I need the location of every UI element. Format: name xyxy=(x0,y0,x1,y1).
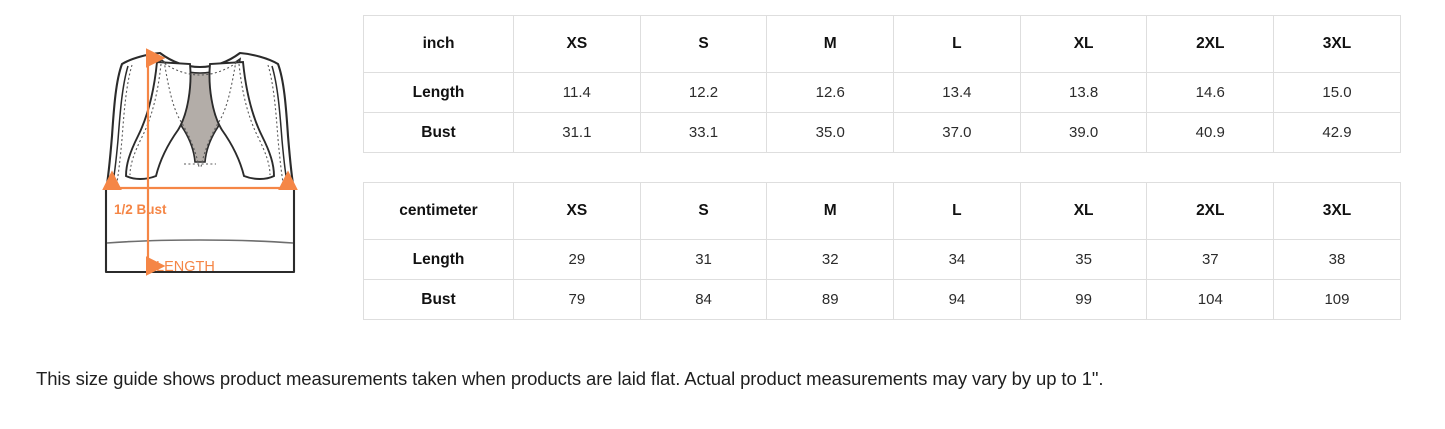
length-label: LENGTH xyxy=(156,259,215,275)
measurement-value-cell: 37 xyxy=(1146,239,1275,280)
measurement-value-cell: 13.4 xyxy=(893,72,1021,113)
measurement-value-cell: 12.2 xyxy=(639,72,768,113)
measurement-value-cell: 15.0 xyxy=(1273,72,1401,113)
size-header-cell-xl: XL xyxy=(1019,182,1148,240)
measurement-value-cell: 13.8 xyxy=(1019,72,1148,113)
measurement-value-cell: 38 xyxy=(1273,239,1401,280)
measurement-value-cell: 99 xyxy=(1019,279,1148,320)
measurement-value-cell: 34 xyxy=(893,239,1021,280)
size-header-cell-xl: XL xyxy=(1019,15,1148,73)
size-header-cell-xs: XS xyxy=(513,15,641,73)
table-row: Bust 79 84 89 94 99 104 109 xyxy=(363,279,1401,320)
measurement-value-cell: 109 xyxy=(1273,279,1401,320)
size-guide-disclaimer: This size guide shows product measuremen… xyxy=(36,368,1104,389)
measurement-label-cell: Length xyxy=(363,239,514,280)
size-header-cell-2xl: 2XL xyxy=(1146,182,1275,240)
measurement-value-cell: 35.0 xyxy=(766,112,895,153)
measurement-value-cell: 29 xyxy=(513,239,641,280)
measurement-value-cell: 42.9 xyxy=(1273,112,1401,153)
measurement-value-cell: 33.1 xyxy=(639,112,768,153)
size-header-cell-3xl: 3XL xyxy=(1273,15,1401,73)
unit-label-cell: centimeter xyxy=(363,182,514,240)
measurement-value-cell: 14.6 xyxy=(1146,72,1275,113)
measurement-value-cell: 40.9 xyxy=(1146,112,1275,153)
size-header-cell-m: M xyxy=(766,15,895,73)
size-table-inch-body: inch XS S M L XL 2XL 3XL Length 11.4 12.2 12.6 13.4 1… xyxy=(363,15,1401,153)
measurement-value-cell: 32 xyxy=(766,239,895,280)
measurement-value-cell: 11.4 xyxy=(513,72,641,113)
size-header-cell-s: S xyxy=(639,15,768,73)
measurement-value-cell: 31 xyxy=(639,239,768,280)
measurement-value-cell: 79 xyxy=(513,279,641,320)
size-header-cell-xs: XS xyxy=(513,182,641,240)
size-header-cell-s: S xyxy=(639,182,768,240)
size-header-cell-l: L xyxy=(893,182,1021,240)
size-header-cell-l: L xyxy=(893,15,1021,73)
stitch-detail xyxy=(115,60,285,189)
measurement-value-cell: 37.0 xyxy=(893,112,1021,153)
measurement-label-cell: Bust xyxy=(363,279,514,320)
size-table-inch: inch XS S M L XL 2XL 3XL Length 11.4 12.2 12.6 13.4 1… xyxy=(363,15,1401,153)
table-row: Length 29 31 32 34 35 37 38 xyxy=(363,239,1401,280)
table-row: Length 11.4 12.2 12.6 13.4 13.8 14.6 15.0 xyxy=(363,72,1401,113)
measurement-arrows xyxy=(102,48,298,276)
unit-label-cell: inch xyxy=(363,15,514,73)
size-table-centimeter: centimeter XS S M L XL 2XL 3XL Length 29 31 32 34 35 3… xyxy=(363,182,1401,320)
measurement-value-cell: 12.6 xyxy=(766,72,895,113)
measurement-value-cell: 94 xyxy=(893,279,1021,320)
measurement-value-cell: 104 xyxy=(1146,279,1275,320)
size-table-centimeter-body: centimeter XS S M L XL 2XL 3XL Length 29 31 32 34 35 3… xyxy=(363,182,1401,320)
measurement-value-cell: 39.0 xyxy=(1019,112,1148,153)
measurement-label-cell: Length xyxy=(363,72,514,113)
measurement-value-cell: 84 xyxy=(639,279,768,320)
bottom-band-seam xyxy=(106,239,294,244)
size-header-cell-m: M xyxy=(766,182,895,240)
table-row: Bust 31.1 33.1 35.0 37.0 39.0 40.9 42.9 xyxy=(363,112,1401,153)
size-header-cell-3xl: 3XL xyxy=(1273,182,1401,240)
product-illustration: 1/2 Bust LENGTH xyxy=(60,40,340,290)
measurement-value-cell: 31.1 xyxy=(513,112,641,153)
size-header-cell-2xl: 2XL xyxy=(1146,15,1275,73)
measurement-label-cell: Bust xyxy=(363,112,514,153)
measurement-value-cell: 89 xyxy=(766,279,895,320)
size-table-header-row: centimeter XS S M L XL 2XL 3XL xyxy=(363,182,1401,240)
measurement-value-cell: 35 xyxy=(1019,239,1148,280)
bust-label: 1/2 Bust xyxy=(114,202,167,217)
size-table-header-row: inch XS S M L XL 2XL 3XL xyxy=(363,15,1401,73)
